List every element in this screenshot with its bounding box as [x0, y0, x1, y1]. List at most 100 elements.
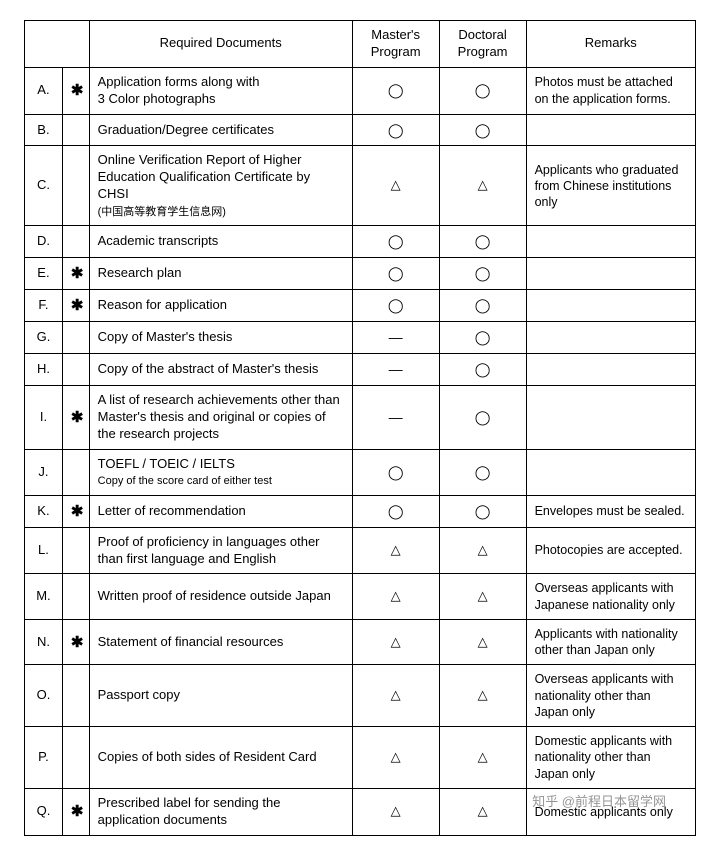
row-asterisk	[62, 146, 89, 226]
row-document: Passport copy	[89, 665, 352, 727]
dash-symbol: —	[389, 409, 403, 425]
row-asterisk: ✱	[62, 258, 89, 290]
row-document-text: Copies of both sides of Resident Card	[98, 749, 317, 764]
header-remarks: Remarks	[526, 21, 695, 68]
row-remarks	[526, 114, 695, 146]
row-document-text: Reason for application	[98, 297, 227, 312]
row-doctor-mark: ◯	[439, 322, 526, 354]
row-remarks: Applicants with nationality other than J…	[526, 619, 695, 665]
row-label: D.	[25, 226, 63, 258]
row-asterisk: ✱	[62, 788, 89, 835]
table-row: E.✱Research plan◯◯	[25, 258, 696, 290]
row-doctor-mark: △	[439, 665, 526, 727]
row-document: Graduation/Degree certificates	[89, 114, 352, 146]
row-master-mark: ◯	[352, 114, 439, 146]
row-label: G.	[25, 322, 63, 354]
row-remarks	[526, 449, 695, 495]
row-remarks	[526, 385, 695, 449]
row-doctor-mark: △	[439, 527, 526, 574]
table-row: C.Online Verification Report of Higher E…	[25, 146, 696, 226]
row-document-text: Prescribed label for sending the applica…	[98, 795, 281, 827]
row-document-text: Letter of recommendation	[98, 503, 246, 518]
page-wrap: Required Documents Master's Program Doct…	[24, 20, 696, 836]
row-doctor-mark: △	[439, 727, 526, 789]
row-asterisk	[62, 727, 89, 789]
row-master-mark: △	[352, 146, 439, 226]
row-remarks: Envelopes must be sealed.	[526, 495, 695, 527]
triangle-symbol: △	[478, 177, 488, 192]
row-doctor-mark: ◯	[439, 114, 526, 146]
table-row: O.Passport copy△△Overseas applicants wit…	[25, 665, 696, 727]
triangle-symbol: △	[391, 803, 401, 818]
row-remarks	[526, 226, 695, 258]
row-remarks	[526, 290, 695, 322]
row-master-mark: ◯	[352, 495, 439, 527]
row-document-text: TOEFL / TOEIC / IELTS	[98, 456, 235, 471]
row-master-mark: ◯	[352, 67, 439, 114]
row-asterisk	[62, 114, 89, 146]
row-asterisk	[62, 322, 89, 354]
row-master-mark: ◯	[352, 449, 439, 495]
circle-symbol: ◯	[475, 82, 491, 98]
row-asterisk	[62, 665, 89, 727]
circle-symbol: ◯	[388, 265, 404, 281]
row-label: F.	[25, 290, 63, 322]
row-master-mark: △	[352, 527, 439, 574]
row-remarks: Applicants who graduated from Chinese in…	[526, 146, 695, 226]
row-label: A.	[25, 67, 63, 114]
row-doctor-mark: ◯	[439, 385, 526, 449]
circle-symbol: ◯	[475, 464, 491, 480]
row-asterisk: ✱	[62, 495, 89, 527]
table-header-row: Required Documents Master's Program Doct…	[25, 21, 696, 68]
row-master-mark: △	[352, 619, 439, 665]
row-master-mark: ◯	[352, 290, 439, 322]
row-doctor-mark: ◯	[439, 449, 526, 495]
circle-symbol: ◯	[475, 297, 491, 313]
table-row: K.✱Letter of recommendation◯◯Envelopes m…	[25, 495, 696, 527]
table-row: G. Copy of Master's thesis—◯	[25, 322, 696, 354]
row-doctor-mark: △	[439, 574, 526, 620]
row-document: Copy of Master's thesis	[89, 322, 352, 354]
row-doctor-mark: △	[439, 619, 526, 665]
triangle-symbol: △	[391, 687, 401, 702]
row-remarks: Photocopies are accepted.	[526, 527, 695, 574]
row-label: M.	[25, 574, 63, 620]
row-document-sub: Copy of the score card of either test	[98, 474, 344, 488]
table-row: J. TOEFL / TOEIC / IELTS Copy of the score…	[25, 449, 696, 495]
row-master-mark: △	[352, 727, 439, 789]
row-document: TOEFL / TOEIC / IELTS Copy of the score c…	[89, 449, 352, 495]
row-document-text: Written proof of residence outside Japan	[98, 588, 331, 603]
triangle-symbol: △	[478, 749, 488, 764]
row-remarks: Domestic applicants with nationality oth…	[526, 727, 695, 789]
row-document-text: Passport copy	[98, 687, 180, 702]
table-row: F.✱Reason for application◯◯	[25, 290, 696, 322]
row-label: J.	[25, 449, 63, 495]
row-master-mark: —	[352, 385, 439, 449]
row-document: Reason for application	[89, 290, 352, 322]
row-document: Academic transcripts	[89, 226, 352, 258]
row-document-text: Application forms along with 3 Color pho…	[98, 74, 260, 106]
row-document-text: Copy of the abstract of Master's thesis	[98, 361, 319, 376]
row-remarks: Photos must be attached on the applicati…	[526, 67, 695, 114]
row-doctor-mark: ◯	[439, 495, 526, 527]
row-label: I.	[25, 385, 63, 449]
row-label: L.	[25, 527, 63, 574]
table-row: I.✱A list of research achievements other…	[25, 385, 696, 449]
row-master-mark: △	[352, 665, 439, 727]
circle-symbol: ◯	[388, 233, 404, 249]
header-documents: Required Documents	[89, 21, 352, 68]
row-master-mark: —	[352, 322, 439, 354]
row-remarks	[526, 322, 695, 354]
row-doctor-mark: ◯	[439, 226, 526, 258]
triangle-symbol: △	[391, 588, 401, 603]
table-row: N.✱Statement of financial resources△△App…	[25, 619, 696, 665]
row-document-text: Research plan	[98, 265, 182, 280]
row-document: Prescribed label for sending the applica…	[89, 788, 352, 835]
documents-table: Required Documents Master's Program Doct…	[24, 20, 696, 836]
row-document-text: Academic transcripts	[98, 233, 219, 248]
row-document: Copies of both sides of Resident Card	[89, 727, 352, 789]
triangle-symbol: △	[478, 687, 488, 702]
row-asterisk: ✱	[62, 619, 89, 665]
row-asterisk	[62, 574, 89, 620]
circle-symbol: ◯	[388, 503, 404, 519]
